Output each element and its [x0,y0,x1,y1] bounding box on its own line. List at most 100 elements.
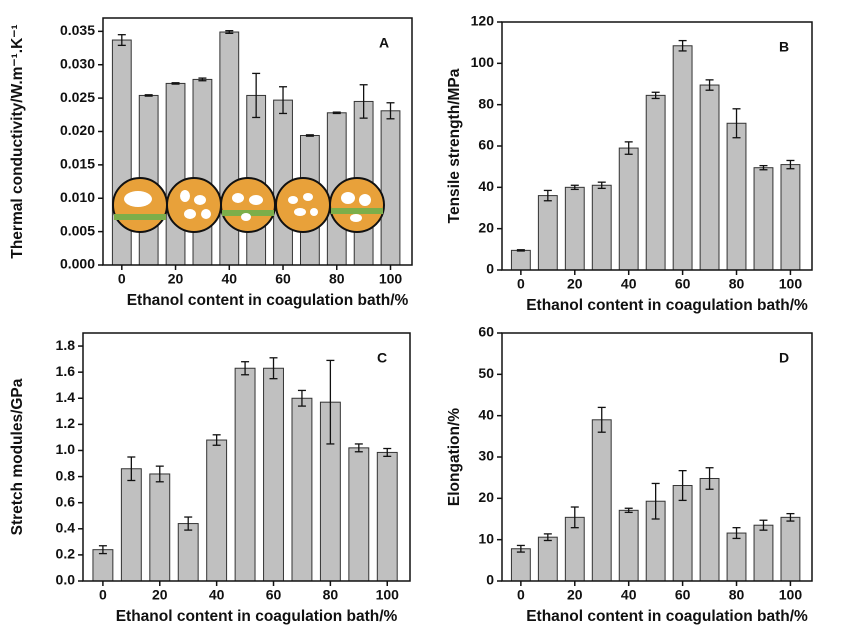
error-bar [786,512,795,522]
y-axis-label: Tensile strength/MPa [446,68,463,223]
error-bar [678,469,687,502]
x-tick-label: 20 [152,587,168,603]
x-tick-label: 0 [517,276,525,292]
x-tick-label: 80 [729,587,745,603]
error-bar [516,544,525,553]
x-tick-label: 80 [729,276,745,292]
bar [376,451,398,582]
error-bar [212,434,221,446]
y-tick-label: 0.035 [60,22,95,38]
bar [780,164,801,271]
bar [510,249,531,271]
error-bar [198,77,207,82]
y-tick-label: 60 [478,137,494,153]
plot-frame [102,17,413,266]
bar [672,45,693,271]
bar [111,39,132,266]
bar [348,447,370,582]
bar [120,468,142,582]
bar [753,524,774,582]
inset [166,177,222,233]
x-tick-label: 20 [168,271,184,287]
y-tick-label: 50 [478,365,494,381]
error-bar [570,184,579,191]
panel: 0 20 40 60 80 100 120 0 20 40 60 80 100 Ethanol conte… [446,13,813,314]
y-axis-label: Thermal conductivity/W.m⁻¹.K⁻¹ [9,24,26,258]
bar [618,509,639,582]
bar [645,94,666,271]
bar [699,84,720,271]
x-tick-label: 100 [379,271,403,287]
x-tick-label: 40 [621,587,637,603]
inset [220,177,276,233]
error-bar [570,506,579,529]
error-bar [127,456,136,482]
bar [192,78,213,266]
error-bar [297,389,306,407]
error-bar [597,181,606,190]
y-tick-label: 0.000 [60,256,95,272]
y-tick-label: 0.0 [56,572,76,588]
x-axis-label: Ethanol content in coagulation bath/% [127,292,409,309]
y-tick-label: 0.4 [56,519,76,535]
error-bar [386,102,395,120]
x-tick-label: 40 [221,271,237,287]
y-tick-label: 40 [478,406,494,422]
x-tick-label: 80 [323,587,339,603]
x-tick-label: 0 [118,271,126,287]
x-tick-label: 100 [779,276,803,292]
x-axis-label: Ethanol content in coagulation bath/% [526,608,808,625]
error-bar [332,111,341,115]
error-bar [705,79,714,91]
bar [177,523,199,582]
y-tick-label: 10 [478,530,494,546]
error-bar [759,164,768,171]
error-bar [269,357,278,380]
error-bar [543,533,552,542]
x-axis-label: Ethanol content in coagulation bath/% [116,608,398,625]
error-bar [117,34,126,47]
y-tick-label: 0.015 [60,156,95,172]
y-tick-label: 20 [478,489,494,505]
y-tick-label: 0.005 [60,222,95,238]
y-tick-label: 100 [471,54,495,70]
panel: 0 10 20 30 40 50 60 0 20 40 60 80 100 Ethanol content… [446,324,813,625]
y-tick-label: 0 [486,261,494,277]
error-bar [759,519,768,531]
error-bar [305,134,314,137]
x-tick-label: 20 [567,587,583,603]
bar [510,548,531,582]
bar [618,147,639,271]
error-bar [624,141,633,155]
x-tick-label: 0 [99,587,107,603]
bar [263,367,284,582]
y-tick-label: 1.0 [56,441,76,457]
error-bar [383,447,392,457]
x-tick-label: 100 [376,587,400,603]
y-axis-label: Elongation/% [446,408,463,506]
x-tick-label: 60 [266,587,282,603]
bar [206,439,228,582]
bar [726,532,747,582]
bar [699,477,720,582]
bar [291,397,313,582]
inset [329,177,385,233]
inset [112,177,168,233]
y-tick-label: 120 [471,13,495,29]
error-bar [786,159,795,170]
error-bar [279,86,288,115]
bar [564,186,585,271]
panel: 0.000 0.005 0.010 0.015 0.020 0.025 0.030 0.035… [9,17,413,309]
bar [537,195,558,271]
bar [92,549,114,582]
x-tick-label: 0 [517,587,525,603]
panel-letter: A [379,35,389,51]
y-tick-label: 1.8 [56,337,76,353]
panel-letter: B [779,39,789,55]
x-axis-label: Ethanol content in coagulation bath/% [526,297,808,314]
x-tick-label: 80 [329,271,345,287]
y-tick-label: 1.6 [56,363,76,379]
panel-letter: C [377,350,387,366]
error-bar [98,545,107,555]
